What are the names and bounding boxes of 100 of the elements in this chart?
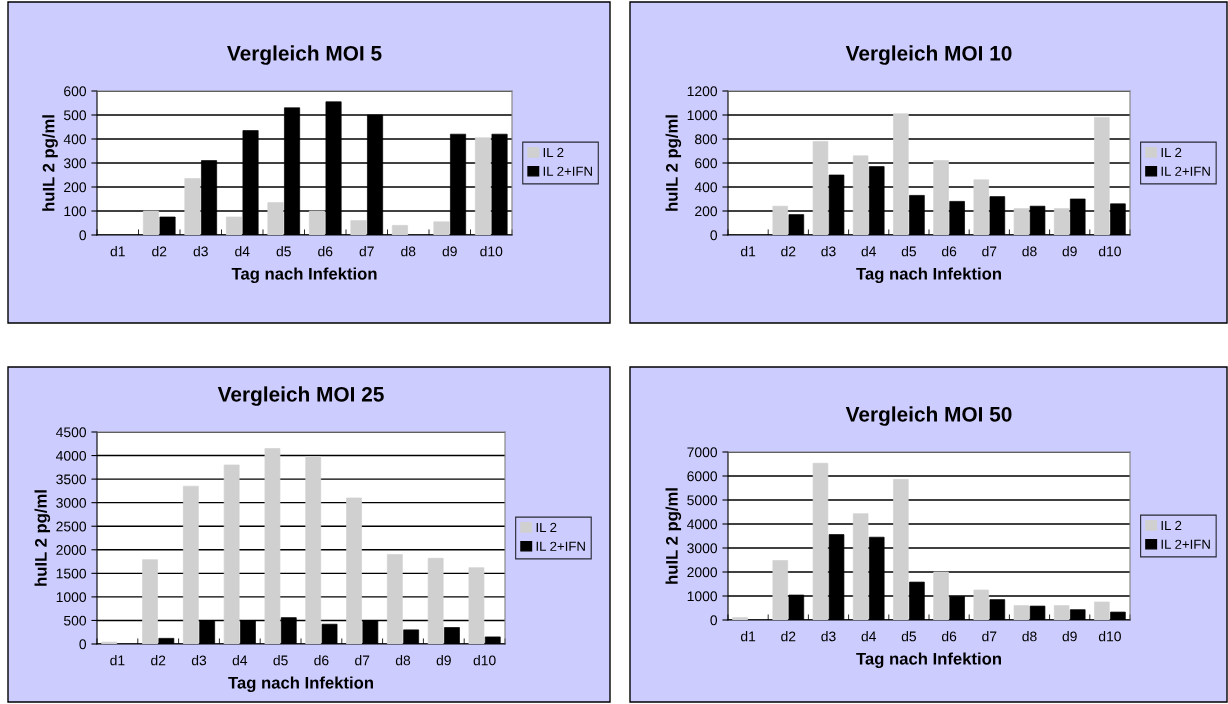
y-tick-label: 0 bbox=[710, 615, 718, 626]
x-tick-label: d2 bbox=[152, 246, 167, 257]
x-tick-label: d2 bbox=[151, 655, 166, 666]
y-tick-label: 4000 bbox=[56, 450, 87, 461]
bar bbox=[308, 210, 325, 235]
bar bbox=[852, 513, 869, 620]
x-tick-label: d5 bbox=[901, 246, 917, 257]
legend-label: IL 2+IFN bbox=[1161, 166, 1210, 176]
y-tick-label: 2500 bbox=[56, 521, 87, 532]
x-axis-title: Tag nach Infektion bbox=[856, 652, 1001, 668]
x-tick-label: d8 bbox=[395, 655, 411, 666]
bar bbox=[142, 210, 159, 235]
bar bbox=[1013, 605, 1030, 620]
y-tick-label: 4500 bbox=[56, 427, 87, 438]
y-axis-title: huIL 2 pg/ml bbox=[34, 490, 51, 586]
y-tick-label: 100 bbox=[64, 206, 87, 217]
x-tick-label: d7 bbox=[359, 246, 374, 257]
y-tick-label: 600 bbox=[64, 86, 87, 97]
y-tick-label: 4000 bbox=[687, 519, 718, 530]
bar bbox=[223, 464, 240, 644]
y-tick-label: 2000 bbox=[56, 545, 87, 555]
y-tick-label: 5000 bbox=[687, 495, 718, 506]
bar bbox=[1013, 208, 1030, 235]
x-tick-label: d9 bbox=[1062, 246, 1077, 257]
chart-title: Vergleich MOI 25 bbox=[217, 386, 384, 406]
x-tick-label: d10 bbox=[480, 246, 503, 257]
x-tick-label: d7 bbox=[982, 246, 997, 257]
x-tick-label: d6 bbox=[941, 246, 957, 257]
x-tick-label: d7 bbox=[982, 631, 997, 642]
x-tick-label: d1 bbox=[110, 246, 125, 257]
y-axis-title: huIL 2 pg/ml bbox=[42, 115, 58, 211]
bar bbox=[1094, 601, 1110, 620]
x-tick-label: d1 bbox=[740, 631, 756, 642]
bar bbox=[893, 113, 909, 235]
bar bbox=[427, 557, 444, 644]
y-tick-label: 600 bbox=[695, 158, 718, 169]
x-tick-label: d3 bbox=[821, 631, 836, 642]
bar bbox=[346, 497, 362, 644]
y-tick-label: 1500 bbox=[56, 568, 87, 579]
bar bbox=[433, 221, 450, 235]
y-tick-label: 0 bbox=[79, 639, 87, 650]
y-tick-label: 7000 bbox=[687, 447, 718, 458]
bar bbox=[772, 560, 789, 620]
x-tick-label: d5 bbox=[901, 631, 917, 642]
x-tick-label: d9 bbox=[442, 246, 457, 257]
y-tick-label: 400 bbox=[694, 182, 718, 193]
x-tick-label: d3 bbox=[821, 246, 836, 257]
x-tick-label: d5 bbox=[273, 655, 288, 666]
y-tick-label: 200 bbox=[64, 182, 87, 193]
y-tick-label: 500 bbox=[63, 110, 87, 121]
y-tick-label: 400 bbox=[63, 134, 87, 145]
legend-label: IL 2 bbox=[543, 147, 564, 157]
x-tick-label: d9 bbox=[1062, 631, 1077, 642]
x-tick-label: d4 bbox=[861, 631, 877, 642]
chart-title: Vergleich MOI 10 bbox=[845, 45, 1012, 65]
bar bbox=[184, 178, 201, 235]
y-tick-label: 1000 bbox=[56, 592, 87, 603]
x-tick-label: d8 bbox=[1022, 631, 1037, 642]
x-tick-label: d3 bbox=[191, 655, 207, 666]
bar bbox=[732, 617, 748, 620]
x-tick-label: d6 bbox=[318, 246, 333, 257]
bar bbox=[1053, 605, 1070, 620]
x-tick-label: d4 bbox=[232, 655, 248, 666]
legend-label: IL 2+IFN bbox=[543, 166, 592, 176]
x-tick-label: d6 bbox=[941, 631, 957, 642]
x-tick-label: d4 bbox=[861, 246, 877, 257]
y-axis-title: huIL 2 pg/ml bbox=[665, 115, 682, 211]
y-tick-label: 3500 bbox=[56, 474, 87, 485]
x-tick-label: d6 bbox=[314, 655, 329, 666]
x-tick-label: d1 bbox=[740, 246, 756, 257]
bar bbox=[350, 220, 367, 235]
bar bbox=[1053, 208, 1070, 235]
y-tick-label: 1000 bbox=[687, 591, 718, 602]
y-tick-label: 800 bbox=[695, 134, 718, 145]
legend-label: IL 2 bbox=[536, 522, 557, 532]
y-tick-label: 2000 bbox=[687, 567, 718, 578]
x-tick-label: d9 bbox=[436, 655, 451, 666]
bar bbox=[812, 462, 829, 620]
legend-label: IL 2 bbox=[1161, 520, 1182, 530]
y-tick-label: 0 bbox=[79, 230, 87, 241]
x-tick-label: d8 bbox=[401, 246, 416, 257]
y-tick-label: 500 bbox=[63, 615, 87, 626]
x-tick-label: d1 bbox=[110, 655, 125, 666]
x-tick-label: d5 bbox=[276, 246, 291, 257]
x-axis-title: Tag nach Infektion bbox=[228, 676, 373, 692]
bar bbox=[264, 448, 281, 644]
chart-title: Vergleich MOI 50 bbox=[845, 406, 1012, 426]
x-tick-label: d7 bbox=[355, 655, 370, 666]
y-tick-label: 200 bbox=[695, 206, 718, 217]
x-tick-label: d2 bbox=[781, 631, 796, 642]
bar bbox=[812, 141, 829, 235]
bar bbox=[182, 485, 199, 644]
x-tick-label: d2 bbox=[781, 246, 796, 257]
x-tick-label: d10 bbox=[1098, 246, 1121, 257]
y-tick-label: 3000 bbox=[687, 543, 718, 554]
x-axis-title: Tag nach Infektion bbox=[856, 267, 1001, 283]
bar bbox=[973, 589, 990, 620]
x-tick-label: d3 bbox=[193, 246, 208, 257]
bar bbox=[225, 216, 242, 235]
y-tick-label: 1200 bbox=[687, 86, 718, 97]
